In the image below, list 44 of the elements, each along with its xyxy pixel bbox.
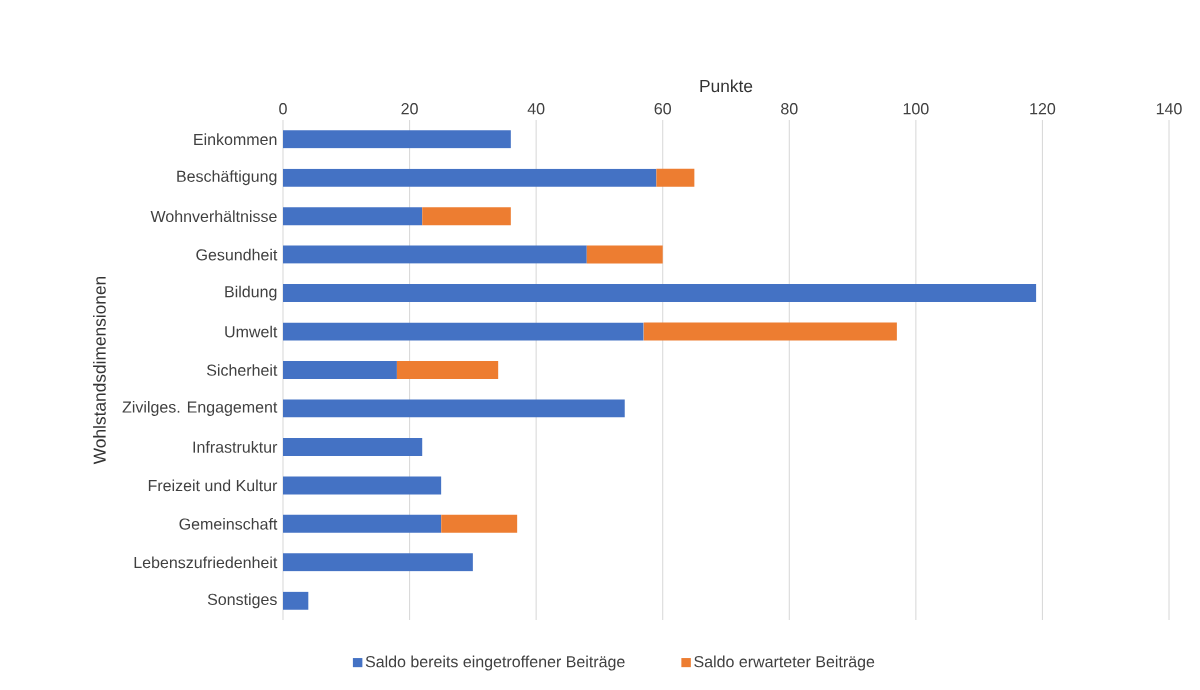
- bar: [283, 168, 657, 187]
- y-tick-label: Infrastruktur: [193, 441, 278, 453]
- x-axis-title: Punkte: [700, 79, 753, 93]
- bar: [283, 130, 511, 149]
- bar: [283, 284, 1037, 303]
- y-tick-label: Lebenszufriedenheit: [134, 556, 278, 569]
- y-axis-title: Wohlstandsdimensionen: [93, 276, 106, 465]
- bar: [283, 553, 473, 572]
- y-tick-label: Sonstiges: [207, 593, 277, 609]
- bar: [283, 476, 442, 495]
- bar: [283, 399, 625, 418]
- y-tick-label: Wohnverhältnisse: [150, 210, 277, 223]
- bar: [283, 322, 644, 341]
- bar: [656, 168, 695, 187]
- bar: [643, 322, 897, 341]
- bar: [422, 207, 511, 226]
- bar: [441, 514, 518, 533]
- x-tick-label: 60: [654, 103, 671, 115]
- bar: [283, 245, 587, 264]
- y-tick-label: Umwelt: [225, 325, 278, 338]
- y-tick-label: Sicherheit: [206, 364, 278, 376]
- x-tick-label: 120: [1030, 103, 1056, 115]
- legend-label: Saldo erwarteter Beiträge: [694, 655, 875, 671]
- x-tick-label: 20: [401, 103, 418, 115]
- x-tick-label: 40: [527, 103, 545, 115]
- bar: [283, 591, 309, 610]
- bar: [283, 514, 442, 533]
- bar: [283, 361, 397, 380]
- legend-label: Saldo bereits eingetroffener Beiträge: [365, 655, 625, 671]
- y-tick-label: Gemeinschaft: [179, 517, 278, 530]
- y-tick-label: Bildung: [225, 285, 277, 301]
- y-tick-label: Beschäftigung: [177, 170, 277, 186]
- x-tick-label: 0: [279, 103, 287, 115]
- bar: [586, 245, 663, 264]
- y-tick-label: Freizeit und Kultur: [148, 479, 278, 492]
- y-tick-label: Einkommen: [194, 133, 277, 146]
- bar: [283, 437, 423, 456]
- y-tick-label: Gesundheit: [196, 248, 278, 261]
- y-tick-label: Zivilges. Engagement: [122, 401, 278, 416]
- x-tick-label: 80: [781, 103, 798, 115]
- bar: [283, 207, 423, 226]
- bar: [396, 361, 499, 380]
- x-tick-label: 140: [1156, 103, 1182, 115]
- x-tick-label: 100: [903, 103, 929, 115]
